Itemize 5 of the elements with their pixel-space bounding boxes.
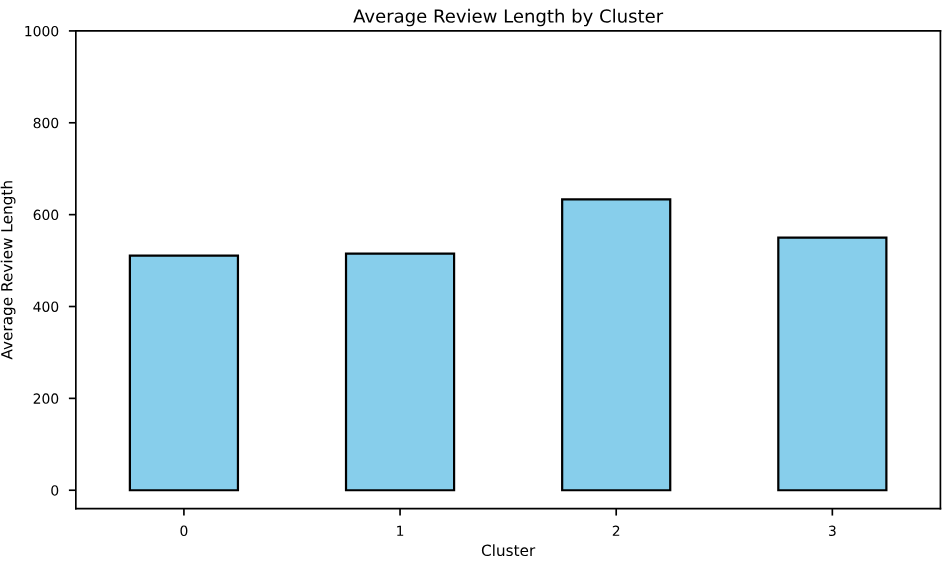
chart-title: Average Review Length by Cluster <box>353 8 664 27</box>
bar <box>344 252 456 492</box>
bar <box>777 236 888 492</box>
bar <box>128 254 240 492</box>
bar <box>561 198 672 492</box>
